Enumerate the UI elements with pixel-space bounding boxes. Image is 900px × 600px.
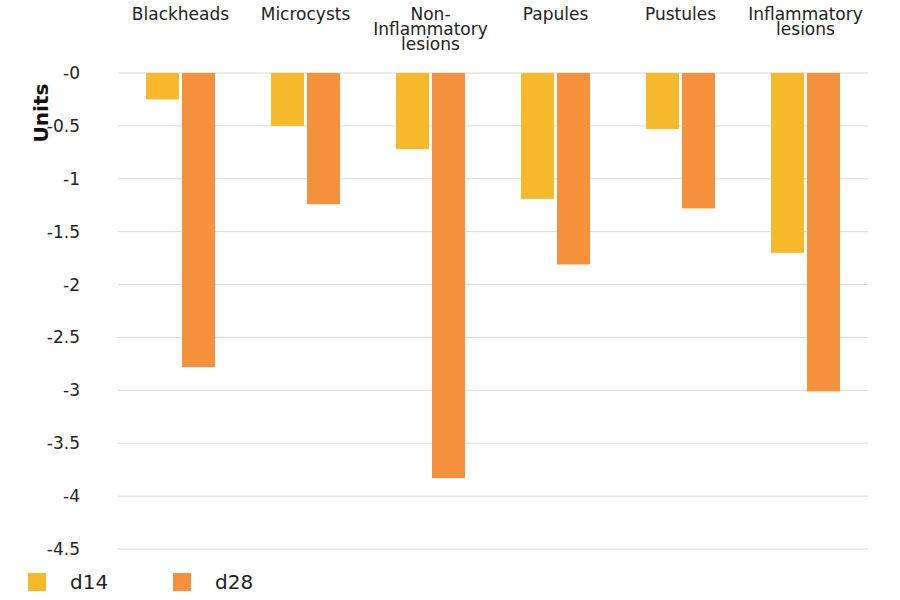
bar xyxy=(771,73,804,253)
grid-line xyxy=(118,178,868,179)
category-label: Inflammatorylesions xyxy=(748,4,863,39)
y-tick-label: -1.5 xyxy=(47,222,80,242)
y-tick-label: -4.5 xyxy=(47,539,80,559)
category-label: Pustules xyxy=(645,4,716,24)
y-tick-label: -0 xyxy=(63,63,80,83)
y-tick-label: -2.5 xyxy=(47,327,80,347)
grid-line xyxy=(118,125,868,126)
y-tick-label: -2 xyxy=(63,275,80,295)
bar xyxy=(146,73,179,99)
bar xyxy=(807,73,840,391)
bar xyxy=(521,73,554,199)
category-labels: Blackheads Microcysts Non-Inflammatorylesi… xyxy=(132,4,863,54)
legend-label: d28 xyxy=(215,570,253,594)
bar xyxy=(432,73,465,478)
y-axis-label: Units xyxy=(29,84,53,143)
y-tick-label: -1 xyxy=(63,169,80,189)
grid-line xyxy=(118,496,868,497)
bars xyxy=(146,73,840,478)
grid-line xyxy=(118,284,868,285)
grid xyxy=(118,73,868,549)
category-label: Microcysts xyxy=(261,4,351,24)
y-tick-label: -3 xyxy=(63,380,80,400)
category-label: Papules xyxy=(523,4,589,24)
legend-swatch xyxy=(173,573,191,591)
grid-line xyxy=(118,390,868,391)
grid-line xyxy=(118,231,868,232)
legend-label: d14 xyxy=(70,570,108,594)
y-tick-label: -3.5 xyxy=(47,433,80,453)
legend-swatch xyxy=(28,573,46,591)
chart-svg: -0-0.5-1-1.5-2-2.5-3-3.5-4-4.5UnitsBlack… xyxy=(0,0,900,600)
bar xyxy=(682,73,715,208)
grid-line xyxy=(118,337,868,338)
grid-line xyxy=(118,549,868,550)
bar xyxy=(182,73,215,367)
category-label: Blackheads xyxy=(132,4,229,24)
grid-line xyxy=(118,73,868,74)
chart-container: -0-0.5-1-1.5-2-2.5-3-3.5-4-4.5UnitsBlack… xyxy=(0,0,900,600)
bar xyxy=(307,73,340,204)
bar xyxy=(646,73,679,129)
grid-line xyxy=(118,443,868,444)
bar xyxy=(396,73,429,149)
category-label: Non-Inflammatorylesions xyxy=(373,4,488,54)
y-tick-label: -4 xyxy=(63,486,80,506)
legend: d14 d28 xyxy=(28,570,253,594)
bar xyxy=(271,73,304,126)
bar xyxy=(557,73,590,264)
